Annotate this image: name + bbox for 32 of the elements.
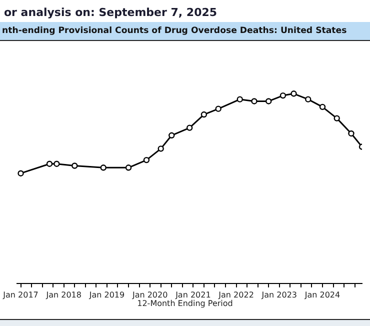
x-tick-label: Jan 2020	[131, 290, 168, 300]
point	[54, 160, 60, 167]
point	[100, 164, 106, 171]
point	[251, 98, 258, 104]
point	[266, 98, 272, 104]
point	[319, 104, 326, 110]
x-tick-label: Jan 2019	[88, 290, 125, 300]
x-axis-title: 12-Month Ending Period	[137, 299, 234, 308]
point	[125, 164, 132, 171]
point	[168, 132, 175, 138]
point	[348, 130, 354, 137]
point	[18, 170, 24, 176]
point	[186, 124, 193, 131]
point	[305, 96, 312, 102]
x-tick-label: Jan 2017	[2, 290, 38, 300]
point	[290, 90, 297, 97]
x-tick-label: Jan 2018	[45, 290, 82, 300]
point	[200, 111, 208, 118]
chart-title: nth-ending Provisional Counts of Drug Overdose Deaths: United States	[0, 22, 370, 41]
x-tick-label: Jan 2024	[304, 290, 340, 300]
x-tick-label: Jan 2022	[218, 290, 254, 300]
point	[143, 156, 150, 164]
point	[280, 92, 286, 99]
x-tick-label: Jan 2023	[260, 290, 297, 300]
chart-subtitle: or analysis on: September 7, 2025	[3, 5, 218, 21]
point	[72, 162, 78, 169]
point	[236, 96, 243, 102]
point	[46, 160, 53, 167]
point	[158, 146, 164, 152]
point	[334, 115, 340, 122]
x-tick-label: Jan 2021	[174, 290, 211, 300]
point	[215, 106, 222, 112]
